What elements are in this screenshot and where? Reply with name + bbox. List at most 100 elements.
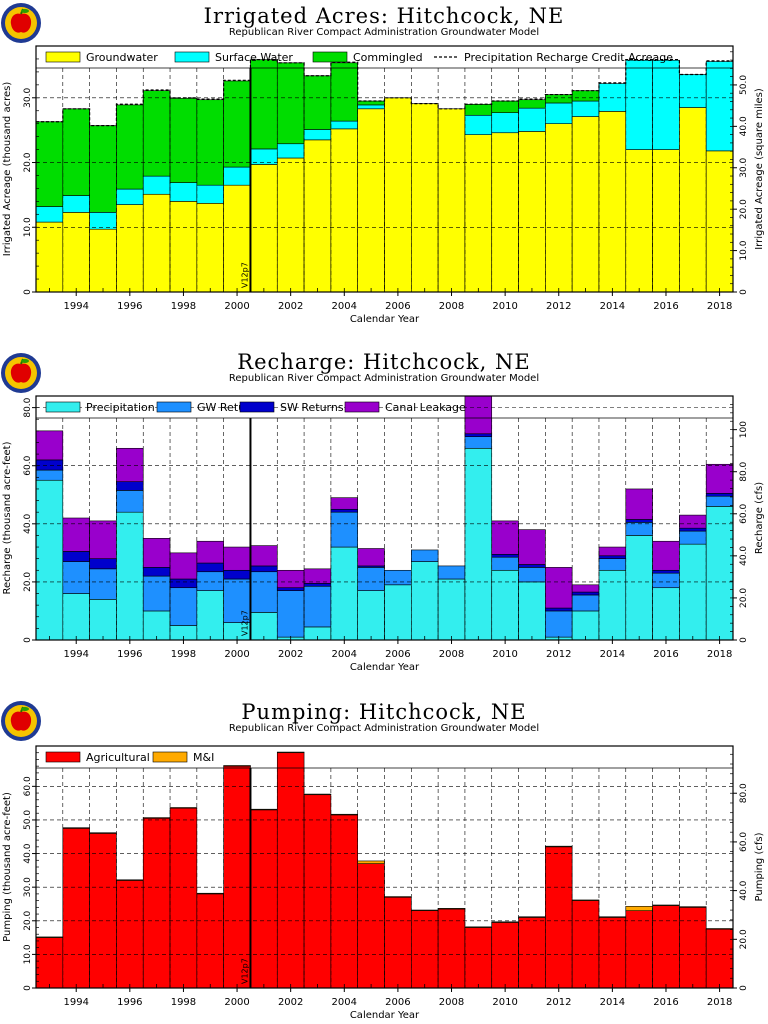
bar-segment — [250, 809, 278, 989]
bar-segment — [142, 193, 171, 293]
bar-segment — [169, 182, 198, 202]
legend-label: Precipitation Recharge Credit Acreage — [464, 51, 673, 64]
bar-segment — [223, 578, 251, 623]
bar-segment — [491, 554, 519, 558]
x-tick-label: 2008 — [439, 301, 464, 312]
bar-segment — [169, 807, 198, 989]
x-tick-label: 1998 — [171, 997, 196, 1008]
x-tick-label: 1996 — [117, 649, 142, 660]
y-tick-label: 60.0 — [23, 455, 33, 475]
y-tick-label: 20.0 — [23, 572, 33, 592]
bar-segment — [411, 103, 439, 293]
bar-segment — [518, 581, 546, 641]
bar-segment — [35, 936, 64, 938]
bar-segment — [142, 610, 171, 641]
y-tick-label: 0 — [23, 637, 33, 643]
x-axis-label: Calendar Year — [350, 1010, 420, 1021]
irrigated-acres-chart: V12p7 Groundwater Surface Water Commingled P… — [2, 45, 765, 325]
bar-segment — [223, 546, 251, 571]
x-tick-label: 2018 — [707, 301, 732, 312]
bar-segment — [357, 567, 385, 591]
bar-segment — [250, 59, 278, 150]
y2-tick-label: 10.0 — [739, 240, 749, 260]
bar-segment — [250, 164, 278, 293]
bar-segment — [357, 548, 385, 567]
bar-segment — [357, 863, 385, 989]
bar-segment — [464, 433, 493, 437]
y2-tick-label: 80.0 — [739, 783, 749, 803]
bar-segment — [276, 62, 305, 145]
irrigated-acres-panel: Irrigated Acres: Hitchcock, NE Republica… — [0, 0, 768, 340]
bar-segment — [571, 900, 600, 989]
bar-segment — [464, 103, 493, 116]
x-tick-label: 1998 — [171, 649, 196, 660]
bar-segment — [705, 928, 734, 989]
bar-segment — [35, 221, 64, 293]
x-tick-label: 2006 — [385, 997, 410, 1008]
x-tick-label: 2000 — [224, 649, 249, 660]
bar-segment — [276, 590, 305, 638]
bar-segment — [196, 99, 224, 186]
y2-tick-label: 20.0 — [739, 199, 749, 219]
bar-segment — [491, 100, 519, 113]
x-tick-label: 2016 — [653, 301, 678, 312]
bar-segment — [116, 188, 144, 205]
bar-segment — [491, 921, 519, 923]
bar-segment — [142, 817, 171, 819]
bar-segment — [89, 212, 117, 230]
bar-segment — [464, 447, 493, 641]
bar-segment — [196, 893, 224, 989]
chart-title: Pumping: Hitchcock, NE — [241, 700, 527, 724]
bar-segment — [679, 527, 707, 532]
bar-segment — [437, 578, 466, 641]
bar-segment — [437, 565, 466, 580]
bar-segment — [142, 575, 171, 612]
bar-segment — [625, 488, 653, 520]
x-tick-label: 2016 — [653, 649, 678, 660]
bar-segment — [411, 909, 439, 911]
bar-segment — [330, 511, 358, 548]
y-tick-label: 30.0 — [23, 877, 33, 897]
bar-segment — [598, 569, 627, 641]
bar-segment — [679, 74, 707, 108]
bar-segment — [437, 108, 466, 293]
x-tick-label: 1996 — [117, 997, 142, 1008]
x-tick-label: 2006 — [385, 301, 410, 312]
legend-swatch — [156, 401, 192, 413]
x-axis-label: Calendar Year — [350, 662, 420, 673]
bar-segment — [491, 922, 519, 989]
bar-segment — [625, 906, 653, 911]
y-tick-label: 30.0 — [23, 87, 33, 107]
bar-segment — [89, 568, 117, 600]
bar-segment — [518, 107, 546, 132]
bar-segment — [491, 520, 519, 555]
bar-segment — [652, 905, 680, 989]
bar-segment — [303, 794, 332, 989]
bar-segment — [625, 59, 653, 150]
bar-segment — [62, 212, 90, 293]
bar-segment — [598, 83, 627, 112]
bar-segment — [223, 166, 251, 186]
legend-swatch — [45, 751, 81, 763]
bar-segment — [330, 497, 358, 510]
version-marker-label: V12p7 — [240, 610, 249, 636]
bar-segment — [196, 590, 224, 641]
bar-segment — [196, 203, 224, 293]
bar-segment — [142, 175, 171, 195]
y2-tick-label: 60.0 — [739, 504, 749, 524]
bar-segment — [598, 917, 627, 989]
bar-segment — [62, 108, 90, 196]
bar-segment — [223, 569, 251, 580]
bar-segment — [62, 517, 90, 552]
bar-segment — [89, 228, 117, 293]
legend-swatch — [152, 751, 188, 763]
bar-segment — [384, 584, 412, 641]
x-tick-label: 2004 — [332, 649, 357, 660]
bar-segment — [169, 98, 198, 183]
bar-segment — [116, 490, 144, 513]
bar-segment — [250, 565, 278, 573]
x-tick-label: 1994 — [63, 301, 88, 312]
bar-segment — [464, 134, 493, 293]
bar-segment — [518, 564, 546, 568]
bar-segment — [384, 97, 412, 293]
